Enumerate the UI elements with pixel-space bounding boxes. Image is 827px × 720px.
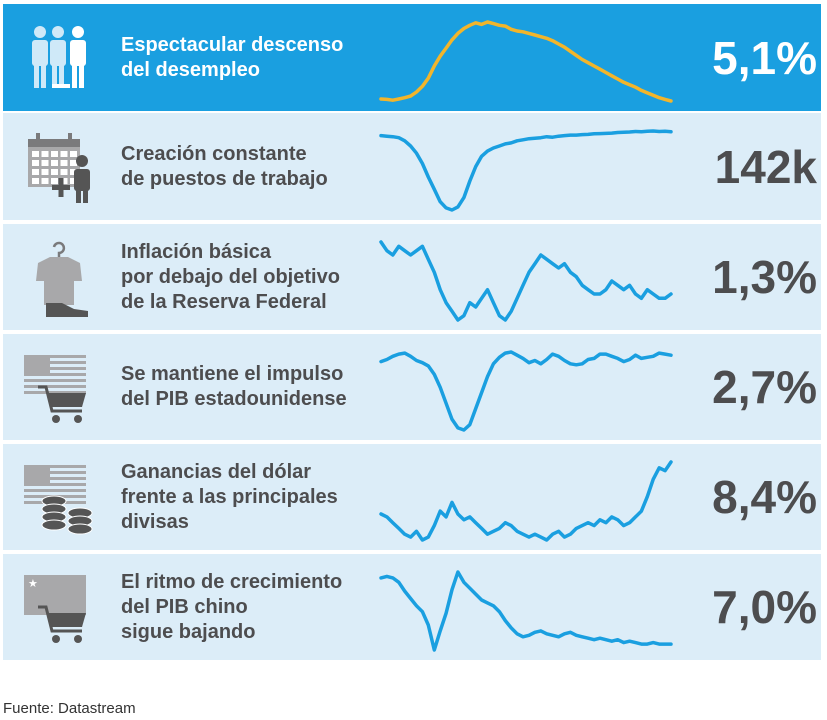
calendar-person-icon [19,131,99,203]
sparkline-chart [379,570,673,652]
indicator-value: 2,7% [712,361,817,413]
indicator-value: 142k [714,140,817,193]
sparkline-series [379,240,673,322]
indicator-row: ★ El ritmo de crecimiento del PIB chino s… [3,554,821,660]
sparkline-chart [379,240,673,322]
sparkline-series [379,350,673,432]
us-flag-cart-icon [19,351,99,423]
indicator-label: El ritmo de crecimiento del PIB chino si… [121,554,376,660]
indicator-row: Ganancias del dólar frente a las princip… [3,444,821,550]
people-icon [19,22,99,94]
indicator-label-text: Creación constante de puestos de trabajo [121,142,328,190]
sparkline-chart [379,129,673,212]
china-flag-cart-icon: ★ [19,571,99,643]
indicator-value: 5,1% [712,31,817,84]
indicator-value: 7,0% [712,581,817,633]
indicator-row: Espectacular descenso del desempleo 5,1% [3,4,821,111]
indicator-label: Espectacular descenso del desempleo [121,4,376,111]
indicator-label-text: El ritmo de crecimiento del PIB chino si… [121,570,343,643]
sparkline-series [379,460,673,542]
indicator-row: Creación constante de puestos de trabajo… [3,113,821,220]
indicator-label-text: Se mantiene el impulso del PIB estadouni… [121,363,347,410]
indicator-label: Creación constante de puestos de trabajo [121,113,376,220]
sparkline-series [379,129,673,212]
indicator-row: Se mantiene el impulso del PIB estadouni… [3,334,821,440]
sparkline-chart [379,460,673,542]
sparkline-series [379,570,673,652]
svg-text:★: ★ [28,577,38,590]
indicator-label: Inflación básica por debajo del objetivo… [121,224,376,330]
indicator-label-text: Ganancias del dólar frente a las princip… [121,460,338,533]
sparkline-series [379,20,673,103]
source-note: Fuente: Datastream [3,700,136,717]
sparkline-chart [379,350,673,432]
indicator-label-text: Inflación básica por debajo del objetivo… [121,240,340,313]
shirt-shoe-icon [19,241,99,317]
us-flag-coins-icon [19,461,99,535]
indicator-value: 1,3% [712,251,817,303]
indicator-value: 8,4% [712,471,817,523]
indicator-label-text: Espectacular descenso del desempleo [121,33,344,81]
sparkline-chart [379,20,673,103]
indicator-label: Se mantiene el impulso del PIB estadouni… [121,334,376,440]
indicator-label: Ganancias del dólar frente a las princip… [121,444,376,550]
indicator-row: Inflación básica por debajo del objetivo… [3,224,821,330]
